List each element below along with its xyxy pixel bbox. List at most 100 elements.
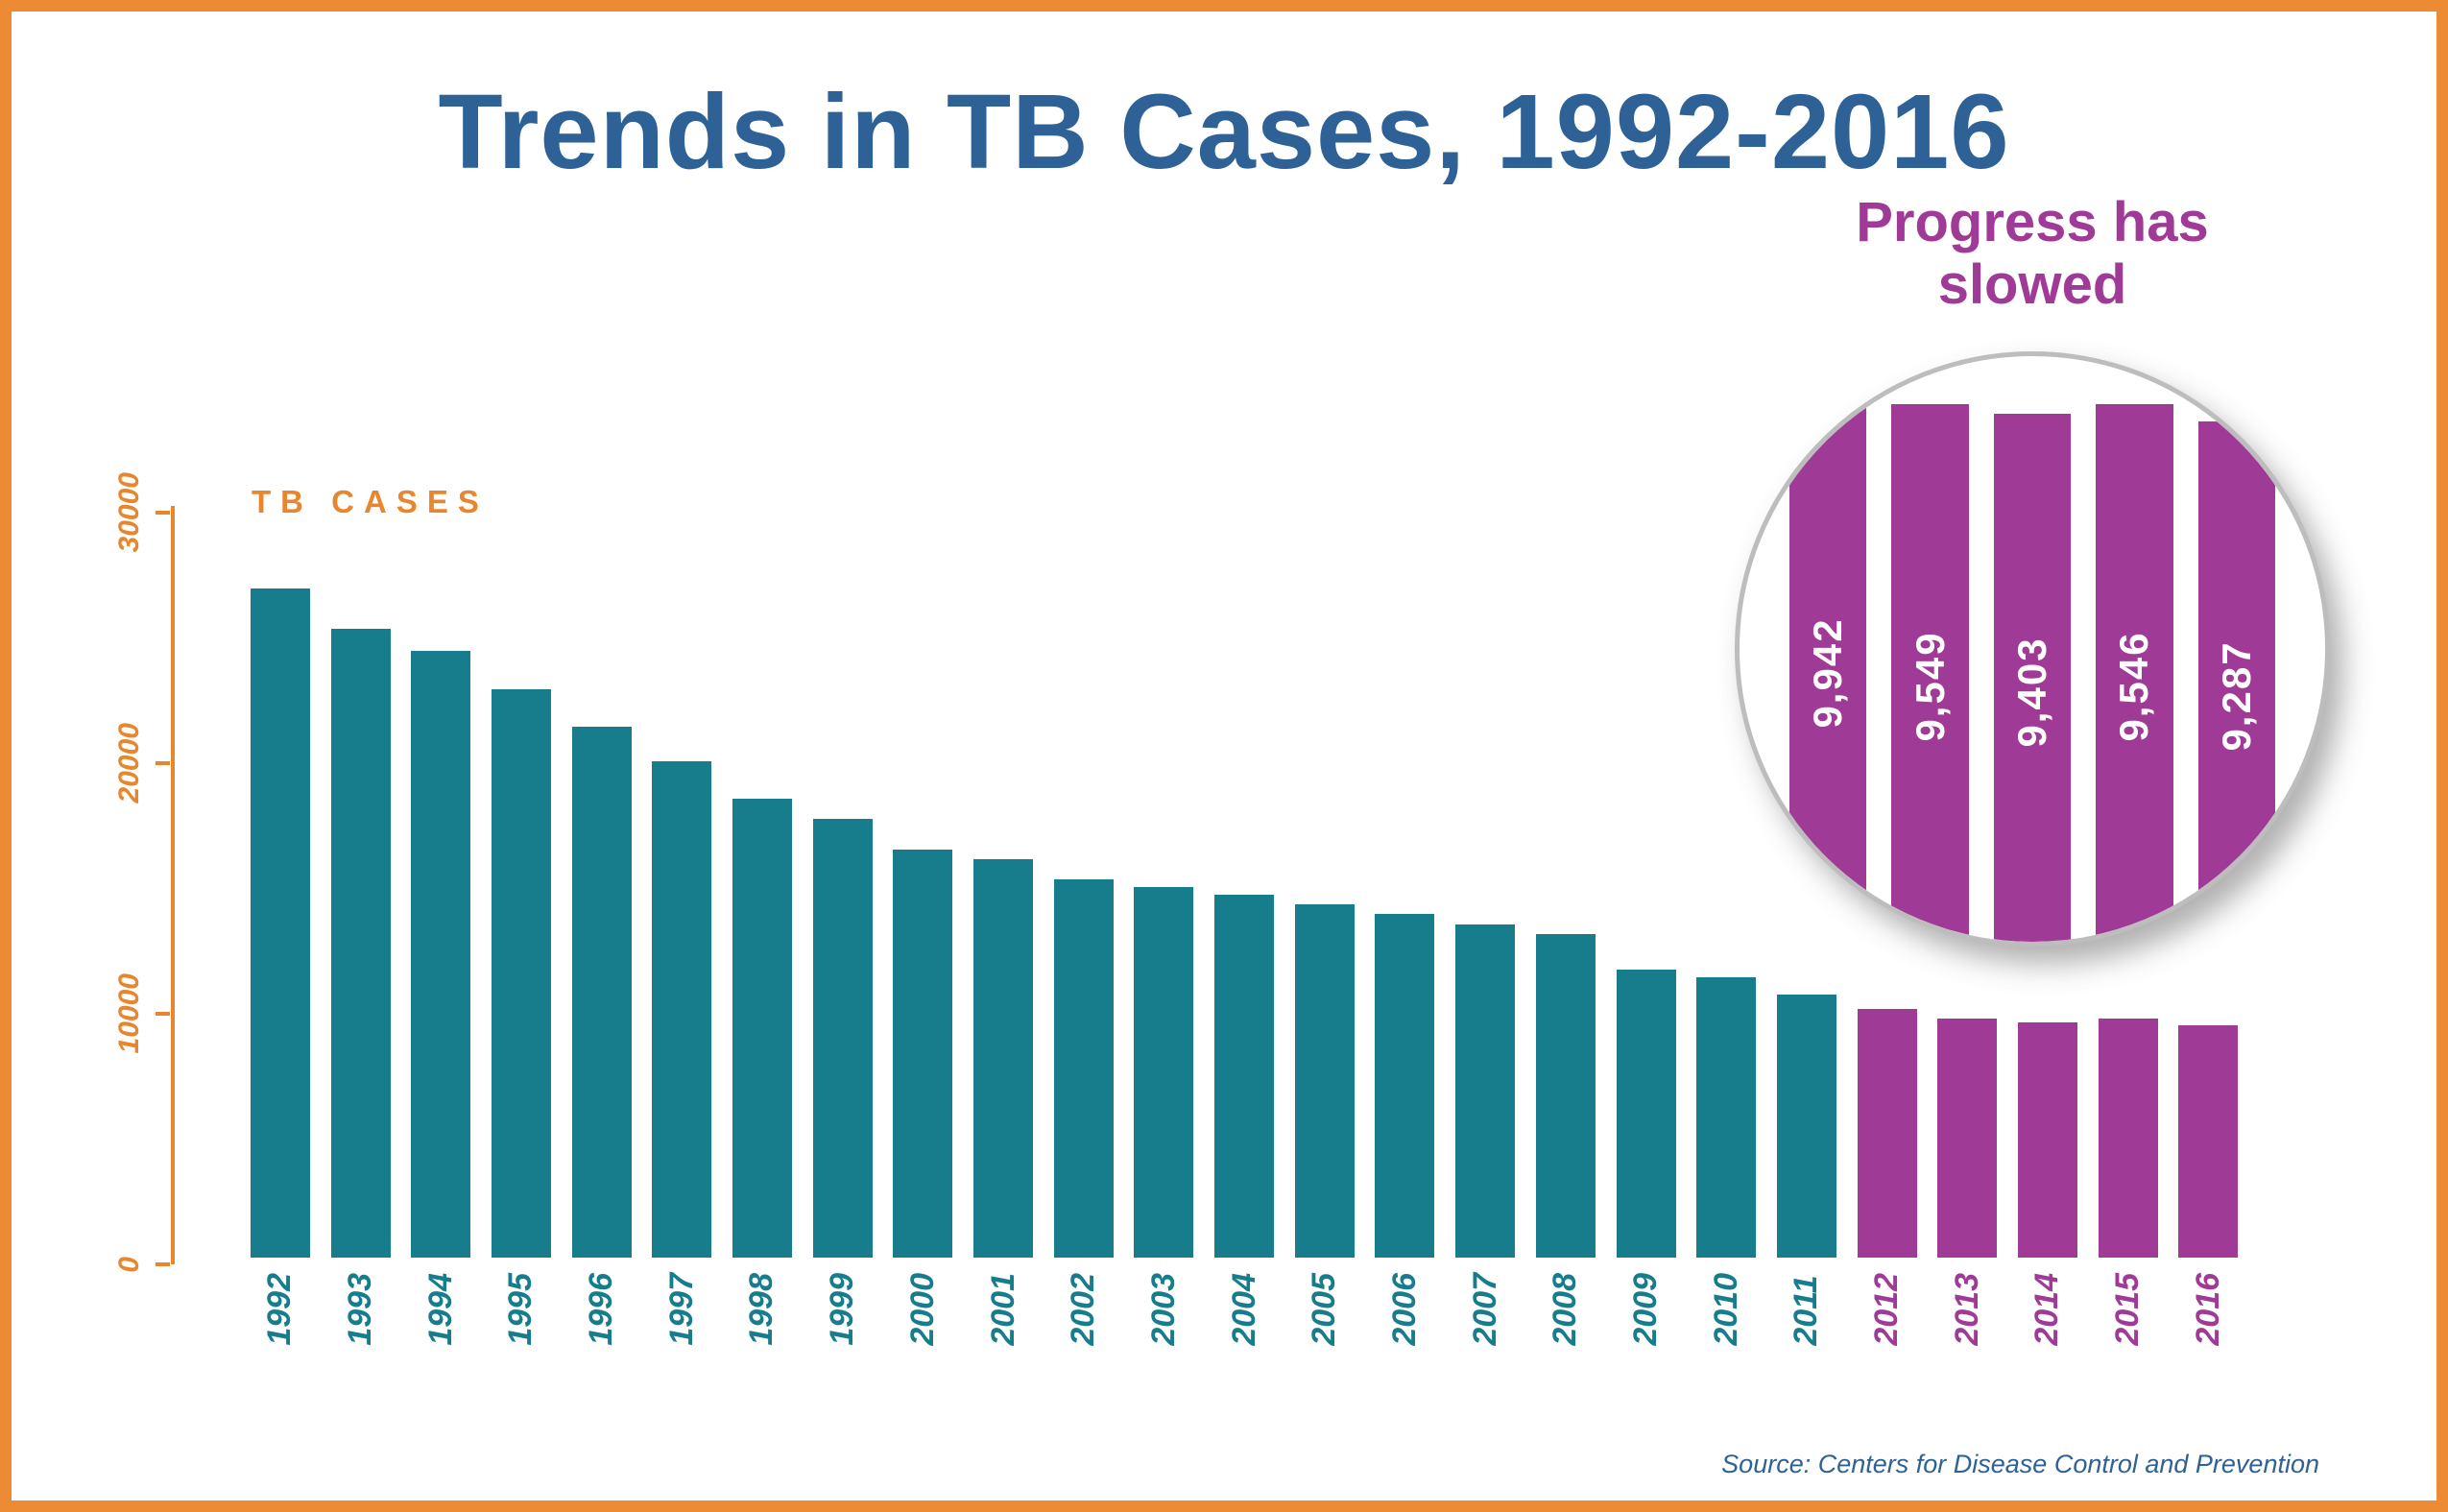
bar-1993: [330, 628, 391, 1258]
callout-title: Progress has slowed: [1856, 191, 2209, 316]
x-tick-label-2013: 2013: [1948, 1273, 1985, 1346]
bar-slot: [1445, 506, 1525, 1258]
y-axis-tick: [156, 761, 170, 765]
x-axis-labels: 1992 1993 1994 1995 1996 1997 1998 1999 2000 2001…: [240, 1273, 2248, 1346]
y-tick-label: 0: [113, 1256, 145, 1273]
page-title: Trends in TB Cases, 1992-2016: [438, 73, 2010, 191]
x-tick-label-2008: 2008: [1547, 1273, 1584, 1346]
bar-2011: [1776, 994, 1836, 1258]
lens-bar-2012: 9,942: [1789, 378, 1867, 942]
bar-1992: [250, 588, 310, 1258]
bar-slot: [641, 506, 722, 1258]
y-axis-line: [171, 506, 175, 1264]
bar-2003: [1134, 886, 1194, 1258]
bar-slot: [481, 506, 562, 1258]
bar-slot: [1365, 506, 1446, 1258]
bar-2006: [1375, 914, 1435, 1258]
bar-2012: [1857, 1008, 1917, 1258]
bar-slot: [1847, 506, 1928, 1258]
bar-1995: [491, 688, 551, 1258]
bar-1999: [812, 819, 873, 1258]
x-tick-label-2010: 2010: [1707, 1273, 1744, 1346]
bar-slot: [1124, 506, 1205, 1258]
lens-bar-value: 9,546: [2111, 631, 2157, 742]
bar-2004: [1214, 894, 1275, 1258]
bar-slot: [562, 506, 642, 1258]
bar-slot: [963, 506, 1044, 1258]
bar-2010: [1696, 976, 1757, 1258]
bar-slot: [240, 506, 321, 1258]
x-tick-label-2014: 2014: [2028, 1273, 2066, 1346]
magnifier-lens: 9,942 9,549 9,403 9,546 9,287: [1735, 350, 2330, 947]
x-tick-label-2003: 2003: [1144, 1273, 1182, 1346]
x-tick-label-1999: 1999: [824, 1273, 861, 1346]
lens-bar-2013: 9,549: [1891, 403, 1969, 942]
bar-slot: [722, 506, 803, 1258]
x-tick-label-1994: 1994: [421, 1273, 459, 1346]
x-tick-label-2005: 2005: [1306, 1273, 1343, 1346]
y-tick-label: 20000: [113, 723, 145, 804]
bar-2008: [1535, 934, 1596, 1258]
lens-bar-2015: 9,546: [2096, 403, 2173, 942]
bar-slot: [1525, 506, 1606, 1258]
lens-bar-value: 9,403: [2009, 636, 2055, 748]
lens-bar-value: 9,942: [1805, 617, 1851, 729]
y-tick-label: 10000: [113, 973, 145, 1054]
source-credit: Source: Centers for Disease Control and …: [1721, 1450, 2319, 1478]
bar-slot: [1766, 506, 1847, 1258]
magnifier-callout: Progress has slowed 9,942 9,549 9,403 9,546…: [1735, 191, 2330, 947]
x-tick-label-2006: 2006: [1385, 1273, 1423, 1346]
bar-slot: [2169, 506, 2249, 1258]
lens-bar-value: 9,287: [2213, 640, 2259, 752]
y-tick-label: 30000: [113, 472, 145, 553]
x-tick-label-1997: 1997: [662, 1273, 700, 1346]
x-tick-label-1995: 1995: [502, 1273, 540, 1346]
bar-slot: [1044, 506, 1124, 1258]
bar-2000: [893, 849, 953, 1258]
lens-bar-2014: 9,403: [1993, 413, 2072, 942]
y-axis: 0 10000 20000 30000: [113, 472, 175, 1272]
x-tick-label-2001: 2001: [984, 1273, 1021, 1346]
bar-slot: [883, 506, 964, 1258]
x-tick-label-2007: 2007: [1466, 1273, 1503, 1346]
bar-2009: [1616, 969, 1676, 1258]
bar-1994: [411, 651, 471, 1258]
x-tick-label-2002: 2002: [1065, 1273, 1102, 1346]
bar-2016: [2178, 1024, 2239, 1258]
lens-bars: 9,942 9,549 9,403 9,546 9,287: [1789, 356, 2276, 942]
bar-1997: [652, 761, 712, 1258]
bar-slot: [1686, 506, 1766, 1258]
bar-2007: [1455, 924, 1516, 1258]
bar-2015: [2098, 1018, 2158, 1258]
bar-1996: [571, 726, 632, 1258]
y-axis-tick: [156, 511, 170, 515]
y-axis-tick: [156, 1262, 170, 1266]
x-tick-label-2012: 2012: [1868, 1273, 1906, 1346]
x-tick-label-2011: 2011: [1788, 1275, 1825, 1346]
x-tick-label-2009: 2009: [1627, 1273, 1665, 1346]
x-tick-label-2016: 2016: [2189, 1273, 2226, 1346]
bar-2001: [973, 859, 1034, 1258]
x-tick-label-1992: 1992: [261, 1273, 299, 1346]
x-tick-label-1996: 1996: [583, 1273, 620, 1346]
bar-slot: [2088, 506, 2169, 1258]
bar-slot: [1284, 506, 1365, 1258]
bar-slot: [803, 506, 883, 1258]
bar-slot: [1927, 506, 2007, 1258]
bar-slot: [1204, 506, 1284, 1258]
lens-bar-value: 9,549: [1907, 631, 1953, 742]
bar-chart: [240, 506, 2248, 1258]
y-axis-tick: [156, 1012, 170, 1016]
bar-1998: [732, 799, 792, 1258]
x-tick-label-2015: 2015: [2109, 1273, 2147, 1346]
bar-2002: [1053, 878, 1114, 1258]
bar-2005: [1294, 904, 1355, 1258]
bar-slot: [400, 506, 481, 1258]
x-tick-label-2000: 2000: [903, 1273, 941, 1346]
bar-2013: [1937, 1018, 1998, 1258]
x-tick-label-2004: 2004: [1225, 1273, 1262, 1346]
lens-bar-2016: 9,287: [2197, 420, 2276, 942]
x-tick-label-1998: 1998: [743, 1273, 780, 1346]
bar-slot: [1606, 506, 1687, 1258]
